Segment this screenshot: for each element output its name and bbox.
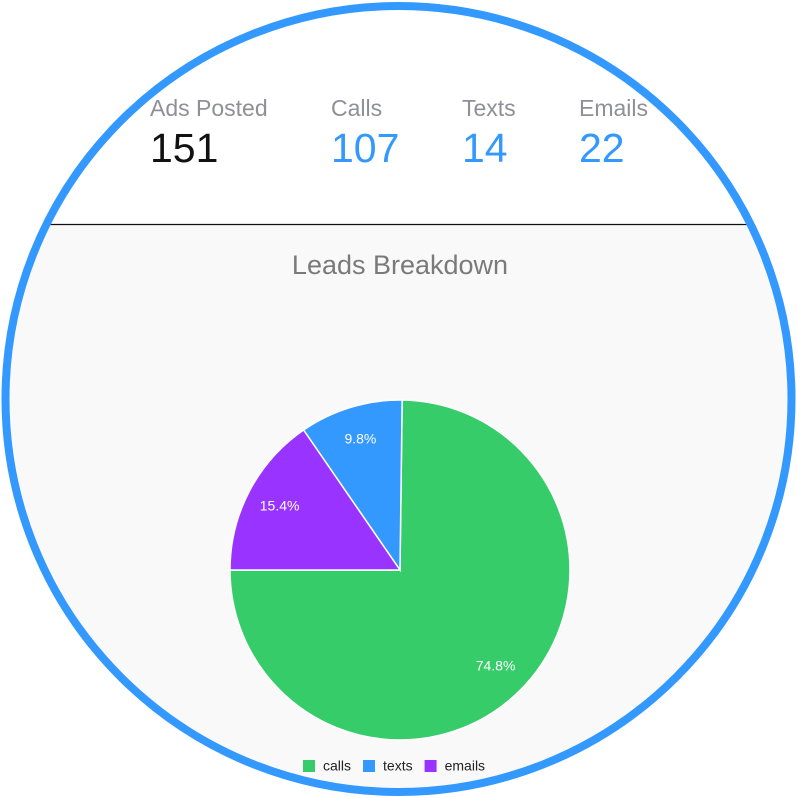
pie: 74.8% 9.8% 15.4% — [229, 399, 571, 741]
stat-value: 151 — [150, 125, 218, 171]
legend-label: texts — [383, 758, 413, 774]
legend-swatch — [424, 760, 437, 772]
stats: Ads Posted 151 Calls 107 Texts 14 Emails 22 — [150, 95, 648, 171]
stats-area — [7, 8, 790, 224]
stat-value: 14 — [462, 125, 508, 171]
stat-label: Emails — [579, 95, 648, 121]
legend-swatch — [303, 760, 315, 772]
legend: calls texts emails — [303, 758, 485, 774]
pie-slice — [229, 428, 402, 571]
pie-slice — [302, 399, 403, 573]
slice-label: 74.8% — [476, 657, 516, 673]
slice-label: 15.4% — [260, 497, 300, 513]
stat-value: 22 — [579, 125, 625, 171]
stat-label: Ads Posted — [150, 95, 268, 121]
stat-value: 107 — [331, 125, 399, 171]
stat-label: Calls — [331, 95, 382, 121]
legend-label: emails — [445, 758, 485, 774]
pie-slice — [229, 399, 571, 741]
chart-title: Leads Breakdown — [292, 250, 508, 280]
legend-swatch — [363, 760, 376, 772]
legend-label: calls — [323, 758, 351, 774]
stat-label: Texts — [462, 95, 516, 121]
slice-label: 9.8% — [344, 431, 376, 447]
